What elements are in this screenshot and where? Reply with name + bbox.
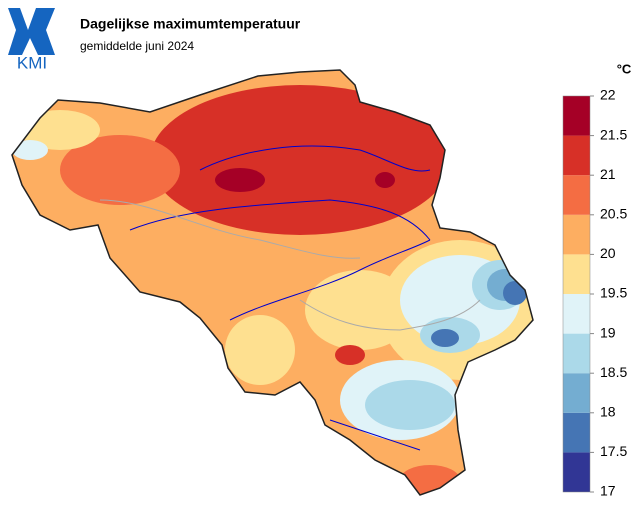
river bbox=[229, 239, 431, 321]
colorbar-tick-label: 20.5 bbox=[600, 206, 627, 222]
colorbar-tick-label: 21.5 bbox=[600, 126, 627, 142]
river bbox=[199, 145, 431, 172]
colorbar-tick-label: 19.5 bbox=[600, 285, 627, 301]
colorbar-tick-label: 21 bbox=[600, 166, 616, 182]
river bbox=[129, 199, 431, 241]
mild-zone bbox=[20, 110, 100, 150]
colorbar-bin bbox=[563, 294, 590, 334]
cool-zone bbox=[12, 140, 48, 160]
logo-mark bbox=[8, 8, 55, 55]
colorbar-bin bbox=[563, 412, 590, 453]
warm-zone bbox=[150, 85, 450, 235]
province-border bbox=[99, 199, 361, 259]
title: Dagelijkse maximumtemperatuur bbox=[80, 16, 301, 32]
colorbar-tick-label: 18.5 bbox=[600, 364, 627, 380]
colorbar-tick-label: 17 bbox=[600, 483, 616, 499]
colorbar-bin bbox=[563, 135, 590, 176]
mild-zone bbox=[225, 315, 295, 385]
colorbar-bin bbox=[563, 333, 590, 374]
colorbar-tick-label: 18 bbox=[600, 404, 616, 420]
legend-unit: °C bbox=[617, 61, 632, 76]
logo: KMI bbox=[8, 8, 55, 72]
colorbar-bin bbox=[563, 373, 590, 413]
subtitle: gemiddelde juni 2024 bbox=[80, 39, 194, 53]
logo-text: KMI bbox=[17, 53, 47, 72]
warm-zone bbox=[335, 345, 365, 365]
colorbar-tick-label: 17.5 bbox=[600, 443, 627, 459]
colorbar-bin bbox=[563, 254, 590, 294]
colorbar-tick-label: 20 bbox=[600, 245, 616, 261]
colorbar-bin bbox=[563, 175, 590, 215]
colorbar-bin bbox=[563, 452, 590, 492]
cold-spot bbox=[503, 281, 527, 305]
colorbar-tick-label: 19 bbox=[600, 324, 616, 340]
colorbar-bin bbox=[563, 96, 590, 136]
country-border bbox=[11, 69, 534, 496]
warm-zone bbox=[60, 135, 180, 205]
cool-zone bbox=[365, 380, 455, 430]
cold-spot bbox=[431, 329, 459, 347]
hot-spot bbox=[215, 168, 265, 192]
province-border bbox=[299, 299, 481, 331]
colorbar-tick-label: 22 bbox=[600, 87, 616, 103]
river bbox=[329, 419, 421, 451]
colorbar-bin bbox=[563, 214, 590, 255]
temperature-field bbox=[12, 70, 533, 495]
hot-spot bbox=[375, 172, 395, 188]
colorbar: 17 17.5 18 18.5 19 19.5 20 20.5 21 21.5 22 bbox=[562, 87, 627, 499]
